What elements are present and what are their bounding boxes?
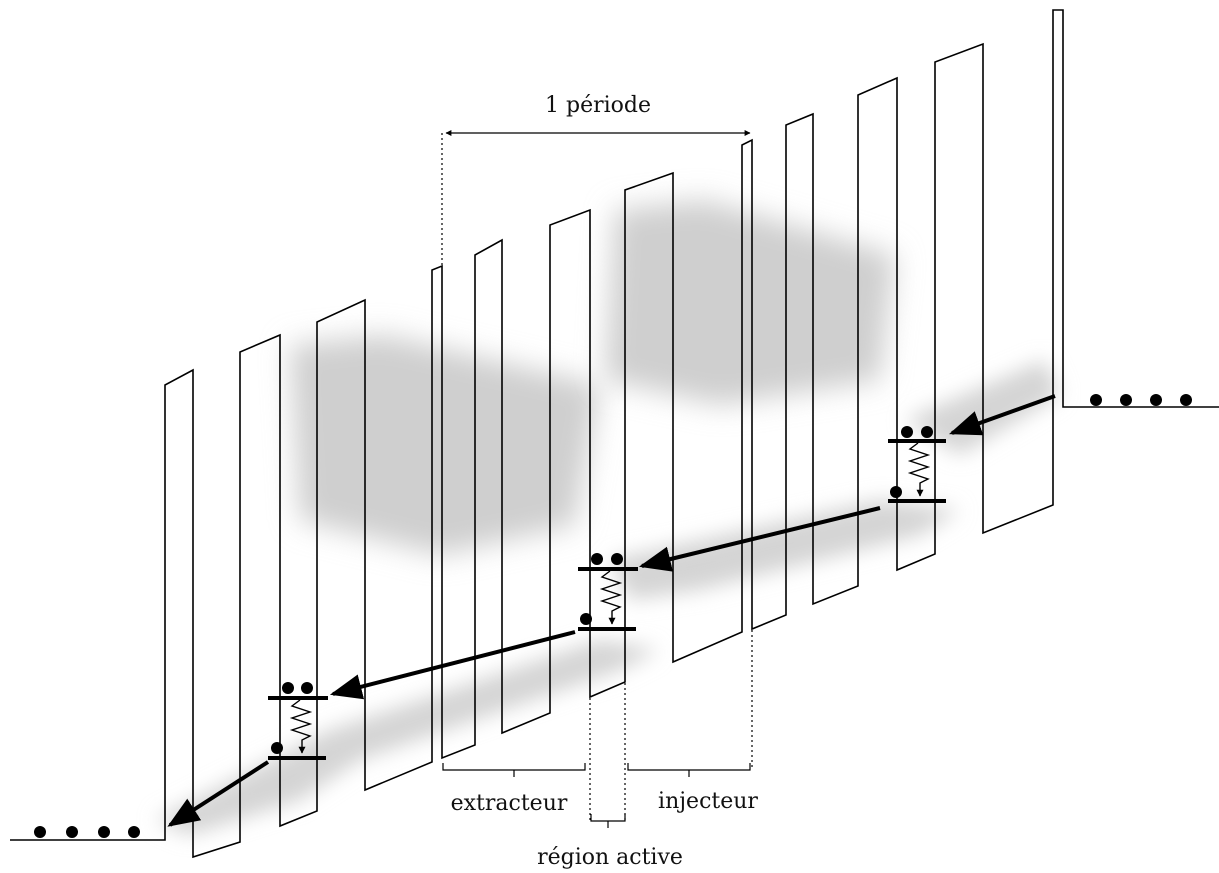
electron [1150,394,1162,406]
extractor-bracket [442,763,586,777]
active-region-bracket [590,814,626,828]
period-label: 1 période [545,93,651,118]
electron [98,826,110,838]
electron [282,682,294,694]
active-region-label: région active [537,845,683,870]
band-profile [10,9,1219,859]
photon-wave-3 [907,442,931,497]
electron [1120,394,1132,406]
region-brackets: extracteur injecteur région active [442,630,758,870]
electron [611,553,623,565]
electron [301,682,313,694]
conduction-band [10,9,1219,859]
period-dimension: 1 période [441,93,751,268]
electron [591,553,603,565]
photon-emission [289,442,931,754]
transfer-arrow-1 [329,630,576,700]
electron [921,426,933,438]
transport-arrows [167,394,1056,827]
electron [901,426,913,438]
electrons [34,394,1192,838]
energy-levels [268,439,946,760]
injector-bracket [627,763,751,777]
wavefunction-shading [155,200,1060,835]
extraction-arrow [167,760,270,827]
electron [128,826,140,838]
electron [1090,394,1102,406]
electron [890,486,902,498]
extractor-label: extracteur [451,791,568,816]
transfer-arrow-2 [638,506,881,572]
electron [580,613,592,625]
electron [34,826,46,838]
electron [66,826,78,838]
photon-wave-1 [289,699,313,754]
photon-wave-2 [599,570,623,625]
electron [271,742,283,754]
injector-label: injecteur [658,789,758,814]
electron [1180,394,1192,406]
injection-arrow-3 [948,394,1056,436]
